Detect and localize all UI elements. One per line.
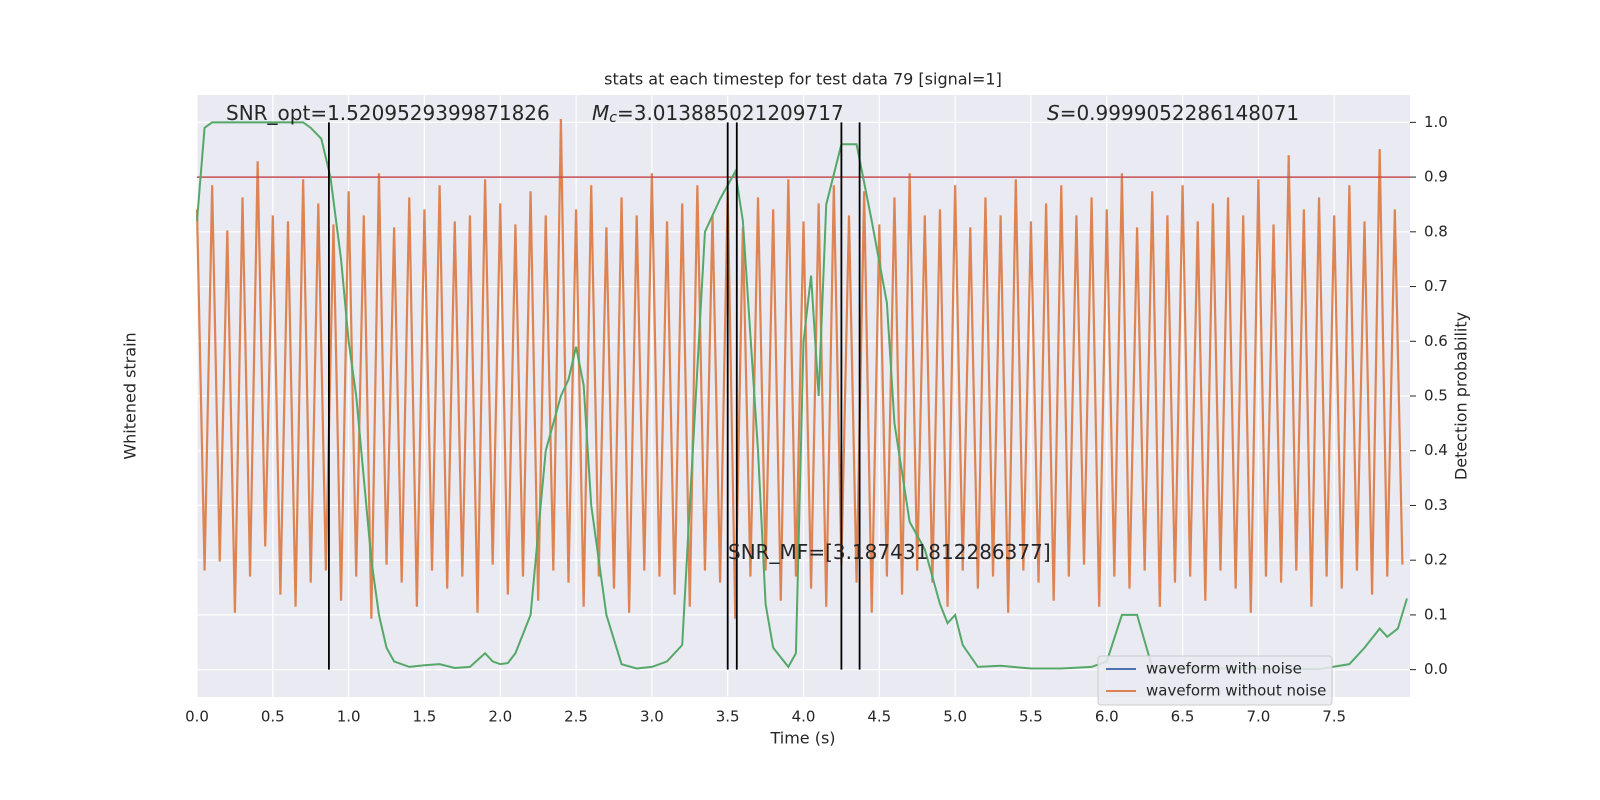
annotation-part: SNR_opt=1.5209529399871826 — [226, 101, 550, 125]
annotation-part: SNR_MF=[3.187431812286377] — [728, 540, 1051, 564]
y2-tick-label: 0.3 — [1424, 496, 1448, 514]
y2-tick-label: 0.9 — [1424, 168, 1448, 186]
probability-line — [196, 121, 1408, 671]
annotation: Mc=3.013885021209717 — [592, 101, 844, 126]
annotation-part: =3.013885021209717 — [617, 101, 844, 125]
annotation-part: c — [609, 110, 617, 126]
legend-box — [1097, 655, 1333, 706]
y2-tick-label: 0.8 — [1424, 222, 1448, 240]
x-tick-label: 3.0 — [640, 708, 664, 726]
legend-label: waveform without noise — [1146, 682, 1326, 700]
x-tick-label: 0.5 — [261, 708, 285, 726]
x-tick-label: 2.5 — [564, 708, 588, 726]
y2-tick-label: 0.5 — [1424, 387, 1448, 405]
y2-tick-label: 0.0 — [1424, 660, 1448, 678]
annotation-part: =0.9999052286148071 — [1060, 101, 1299, 125]
annotation-part: M — [592, 101, 609, 125]
x-tick-label: 4.5 — [867, 708, 891, 726]
x-tick-label: 4.0 — [792, 708, 816, 726]
legend-label: waveform with noise — [1146, 660, 1302, 678]
y2-tick-label: 0.2 — [1424, 551, 1448, 569]
x-tick-label: 0.0 — [185, 708, 209, 726]
y2-axis-label: Detection probability — [1452, 312, 1471, 480]
x-tick-label: 3.5 — [716, 708, 740, 726]
annotation: S=0.9999052286148071 — [1047, 101, 1299, 125]
annotation: SNR_MF=[3.187431812286377] — [728, 540, 1051, 564]
y2-tick-label: 0.1 — [1424, 605, 1448, 623]
waveform-line — [195, 119, 1404, 619]
annotation: SNR_opt=1.5209529399871826 — [226, 101, 550, 125]
x-tick-label: 7.0 — [1246, 708, 1270, 726]
x-tick-label: 5.5 — [1019, 708, 1043, 726]
y-axis-label: Whitened strain — [121, 332, 140, 459]
y2-tick-label: 0.4 — [1424, 441, 1448, 459]
y2-tick-label: 1.0 — [1424, 113, 1448, 131]
x-tick-label: 2.0 — [488, 708, 512, 726]
y2-tick-label: 0.6 — [1424, 332, 1448, 350]
x-tick-label: 1.5 — [413, 708, 437, 726]
x-axis-label: Time (s) — [769, 729, 835, 748]
chart-title: stats at each timestep for test data 79 … — [604, 70, 1002, 89]
x-tick-label: 5.0 — [943, 708, 967, 726]
x-tick-label: 6.0 — [1095, 708, 1119, 726]
x-tick-label: 7.5 — [1322, 708, 1346, 726]
y2-tick-label: 0.7 — [1424, 277, 1448, 295]
x-tick-label: 1.0 — [337, 708, 361, 726]
x-tick-label: 6.5 — [1171, 708, 1195, 726]
legend: waveform with noise waveform without nois… — [1097, 655, 1333, 706]
annotation-part: S — [1047, 101, 1060, 125]
